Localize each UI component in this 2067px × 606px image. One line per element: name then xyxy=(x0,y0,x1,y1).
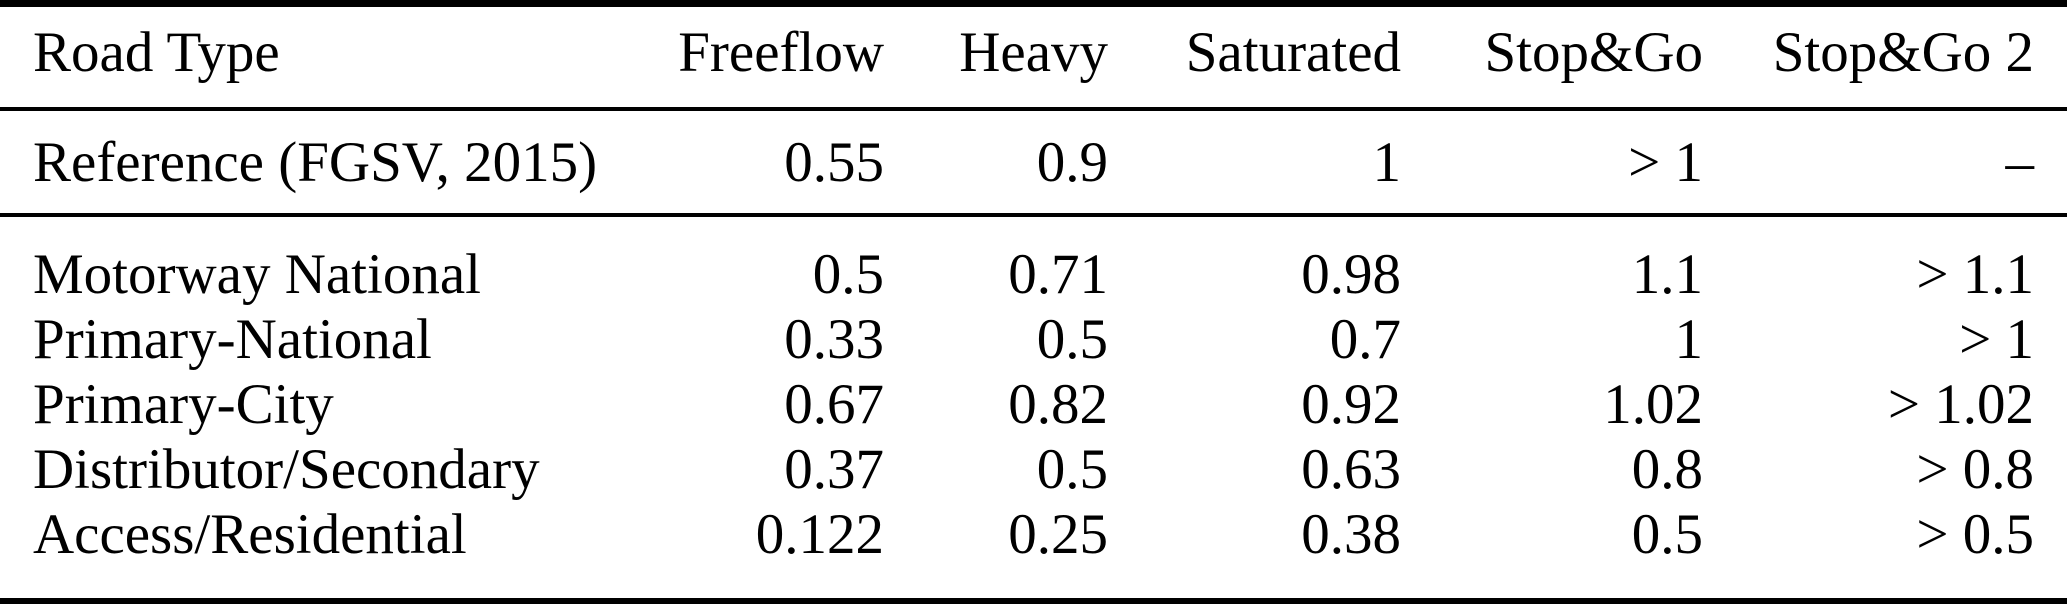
row-label: Primary-City xyxy=(33,373,334,436)
row-label: Access/Residential xyxy=(33,503,467,566)
reference-divider-rule xyxy=(0,213,2067,217)
cell-value: 0.92 xyxy=(1301,373,1401,436)
cell-value: 0.98 xyxy=(1301,243,1401,306)
cell-value: > 0.8 xyxy=(1916,438,2034,501)
table-header-row: Road Type Freeflow Heavy Saturated Stop&… xyxy=(33,7,2034,107)
cell-value: 0.38 xyxy=(1301,503,1401,566)
row-label: Primary-National xyxy=(33,308,432,371)
cell-value: 0.33 xyxy=(784,308,884,371)
cell-value: > 1 xyxy=(1959,308,2034,371)
column-header-heavy: Heavy xyxy=(959,20,1108,84)
row-label: Reference (FGSV, 2015) xyxy=(33,130,598,194)
cell-value: 0.5 xyxy=(1631,503,1703,566)
cell-value: 0.25 xyxy=(1008,503,1108,566)
table-row-access-residential: Access/Residential 0.122 0.25 0.38 0.5 >… xyxy=(33,502,2034,567)
cell-value: 1 xyxy=(1372,130,1402,194)
header-divider-rule xyxy=(0,107,2067,111)
table-row-motorway-national: Motorway National 0.5 0.71 0.98 1.1 > 1.… xyxy=(33,242,2034,307)
row-label: Motorway National xyxy=(33,243,481,306)
table-row-primary-city: Primary-City 0.67 0.82 0.92 1.02 > 1.02 xyxy=(33,372,2034,437)
column-header-saturated: Saturated xyxy=(1185,20,1401,84)
cell-value: 0.5 xyxy=(1036,438,1108,501)
cell-value: 1.1 xyxy=(1631,243,1703,306)
row-label: Distributor/Secondary xyxy=(33,438,540,501)
cell-value: 0.71 xyxy=(1008,243,1108,306)
cell-value: 0.82 xyxy=(1008,373,1108,436)
column-header-road-type: Road Type xyxy=(33,20,280,84)
table-body: Motorway National 0.5 0.71 0.98 1.1 > 1.… xyxy=(33,217,2034,567)
cell-value: 0.63 xyxy=(1301,438,1401,501)
cell-value: 1 xyxy=(1674,308,1704,371)
reference-row: Reference (FGSV, 2015) 0.55 0.9 1 > 1 – xyxy=(33,111,2034,213)
table-row-primary-national: Primary-National 0.33 0.5 0.7 1 > 1 xyxy=(33,307,2034,372)
column-header-stopgo2: Stop&Go 2 xyxy=(1772,20,2034,84)
cell-value: > 1.02 xyxy=(1887,373,2034,436)
table-top-rule xyxy=(0,0,2067,7)
cell-value: > 1 xyxy=(1628,130,1703,194)
cell-value: 0.67 xyxy=(784,373,884,436)
cell-value: 0.9 xyxy=(1036,130,1108,194)
table-row-distributor-secondary: Distributor/Secondary 0.37 0.5 0.63 0.8 … xyxy=(33,437,2034,502)
cell-value: 0.122 xyxy=(755,503,884,566)
column-header-freeflow: Freeflow xyxy=(678,20,884,84)
cell-value: 0.55 xyxy=(784,130,884,194)
column-header-stopgo: Stop&Go xyxy=(1484,20,1703,84)
cell-value: 1.02 xyxy=(1603,373,1703,436)
cell-value: > 1.1 xyxy=(1916,243,2034,306)
cell-value: 0.5 xyxy=(812,243,884,306)
cell-value: 0.37 xyxy=(784,438,884,501)
cell-value: – xyxy=(2005,130,2035,194)
cell-value: 0.7 xyxy=(1329,308,1401,371)
cell-value: 0.5 xyxy=(1036,308,1108,371)
cell-value: 0.8 xyxy=(1631,438,1703,501)
cell-value: > 0.5 xyxy=(1916,503,2034,566)
table-bottom-rule xyxy=(0,598,2067,604)
